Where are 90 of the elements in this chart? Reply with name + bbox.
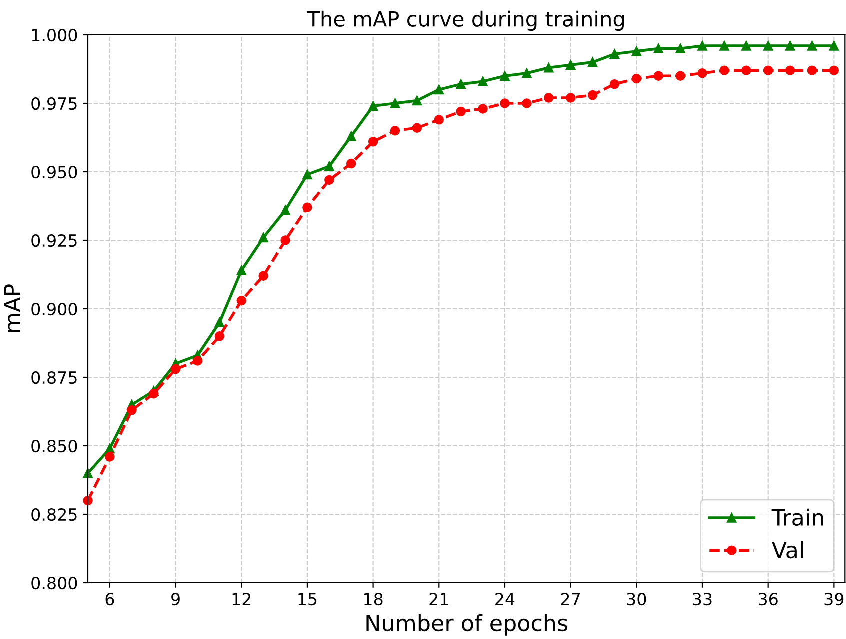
x-tick-label: 21: [430, 593, 448, 606]
point: [236, 296, 246, 306]
x-tick-label: 6: [106, 593, 114, 606]
point: [676, 71, 686, 81]
point: [763, 66, 774, 76]
point: [148, 389, 159, 399]
point: [763, 41, 774, 51]
point: [390, 98, 400, 108]
point: [214, 332, 225, 342]
point: [632, 74, 642, 84]
point: [698, 68, 708, 78]
point: [500, 98, 510, 108]
point: [456, 79, 466, 90]
legend-label: Train: [772, 508, 824, 526]
x-tick-label: 15: [298, 593, 317, 606]
point: [566, 93, 576, 103]
point: [302, 170, 312, 180]
point: [434, 115, 444, 125]
point: [698, 41, 708, 51]
point: [522, 68, 532, 78]
x-tick-label: 18: [364, 593, 383, 606]
point: [324, 175, 334, 186]
point: [676, 44, 686, 54]
point: [456, 106, 466, 117]
y-tick-label: 0.925: [32, 234, 77, 248]
point: [544, 63, 554, 73]
point: [412, 96, 422, 106]
x-tick-label: 33: [693, 593, 712, 606]
point: [829, 66, 840, 76]
point: [368, 137, 378, 147]
point: [632, 46, 642, 56]
point: [785, 41, 796, 51]
x-axis-title: Number of epochs: [366, 614, 568, 636]
y-tick-label: 0.975: [32, 97, 77, 110]
y-tick-label: 0.800: [32, 576, 78, 590]
x-tick-label: 36: [759, 593, 778, 606]
point: [522, 98, 532, 108]
point: [654, 44, 664, 54]
point: [566, 60, 576, 70]
x-tick-label: 24: [496, 593, 515, 606]
x-tick-label: 27: [561, 593, 580, 606]
x-tick-label: 12: [232, 593, 251, 606]
point: [720, 66, 730, 76]
point: [588, 58, 598, 68]
point: [214, 318, 225, 328]
point: [346, 132, 356, 142]
point: [742, 66, 752, 76]
point: [654, 71, 664, 81]
point: [742, 41, 752, 51]
point: [807, 66, 818, 76]
x-tick-label: 9: [172, 593, 180, 606]
point: [390, 126, 400, 136]
point: [83, 468, 93, 478]
point: [807, 41, 818, 51]
chart-title: The mAP curve during training: [307, 10, 624, 31]
point: [478, 104, 488, 114]
point: [280, 206, 290, 216]
point: [192, 356, 203, 366]
point: [478, 76, 488, 86]
point: [544, 93, 554, 103]
point: [500, 71, 510, 81]
y-tick-label: 0.850: [32, 440, 78, 453]
y-tick-label: 0.900: [32, 302, 78, 316]
point: [434, 84, 444, 95]
point: [258, 271, 268, 281]
legend-label: Val: [772, 541, 804, 559]
point: [127, 406, 137, 416]
x-tick-label: 30: [627, 593, 646, 606]
point: [588, 90, 598, 100]
point: [258, 232, 268, 243]
y-tick-label: 1.000: [32, 28, 78, 42]
x-tick-label: 39: [824, 593, 844, 606]
y-tick-label: 0.825: [32, 508, 77, 522]
point: [412, 123, 422, 134]
point: [302, 202, 312, 212]
point: [280, 236, 290, 246]
point: [785, 66, 796, 76]
point: [720, 41, 730, 51]
y-tick-label: 0.950: [32, 166, 78, 179]
point: [236, 266, 246, 276]
point: [324, 162, 334, 172]
point: [346, 158, 356, 169]
point: [170, 364, 181, 374]
point: [610, 49, 620, 60]
y-axis-title: mAP: [4, 284, 20, 332]
point: [105, 452, 115, 462]
point: [829, 41, 840, 51]
point: [368, 101, 378, 112]
point: [610, 79, 620, 90]
y-tick-label: 0.875: [32, 371, 77, 384]
